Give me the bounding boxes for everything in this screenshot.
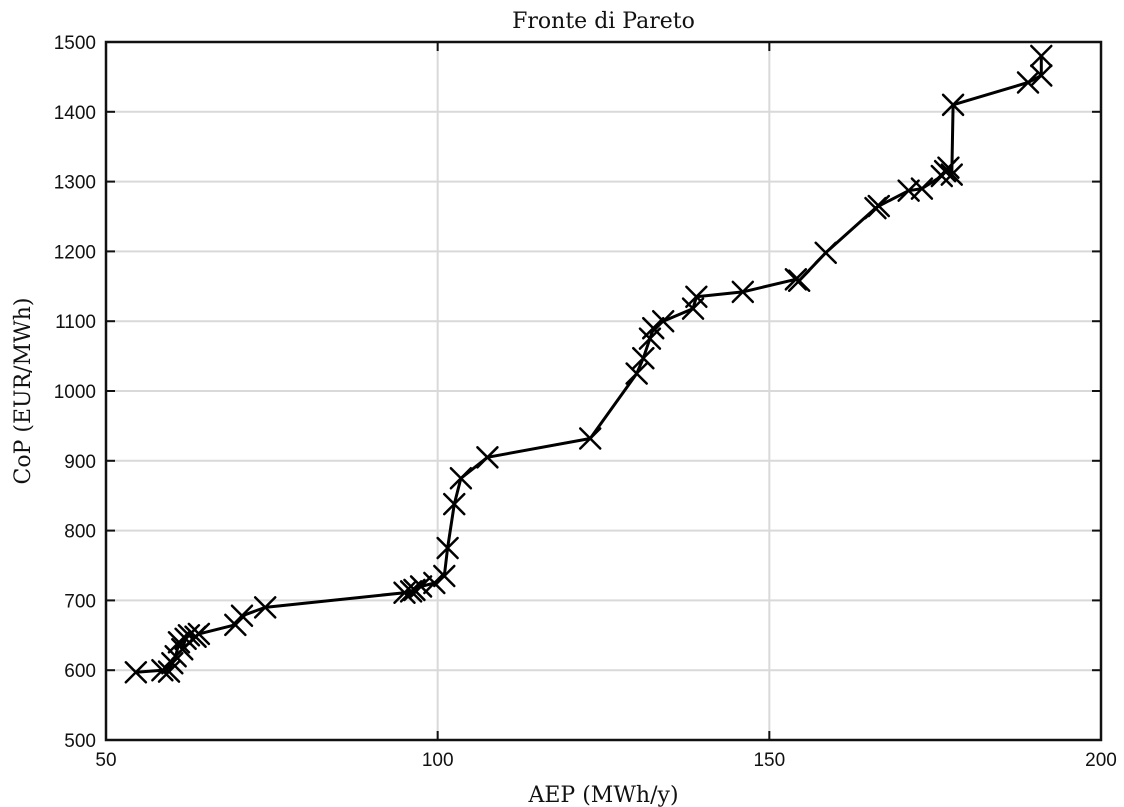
x-tick-label: 200: [1085, 750, 1117, 771]
data-point-marker: [937, 156, 960, 179]
data-point-marker: [1016, 71, 1040, 94]
data-point-marker: [167, 631, 191, 654]
data-point-marker: [941, 93, 965, 117]
data-point-marker: [403, 578, 426, 602]
data-point-marker: [423, 571, 446, 595]
data-point-marker: [940, 163, 963, 186]
y-tick-label: 600: [64, 661, 96, 682]
y-tick-label: 1400: [54, 103, 96, 124]
x-axis-label: AEP (MWh/y): [527, 783, 678, 807]
data-point-marker: [681, 297, 705, 320]
data-point-marker: [651, 309, 675, 333]
data-point-marker: [253, 596, 277, 619]
data-point-marker: [685, 285, 708, 309]
y-tick-label: 700: [64, 591, 96, 612]
y-tick-label: 1300: [54, 173, 96, 194]
y-tick-label: 1500: [54, 33, 96, 54]
data-point-marker: [910, 177, 934, 200]
data-point-marker: [897, 179, 920, 202]
data-point-marker: [642, 316, 665, 340]
data-point-marker: [449, 467, 473, 490]
y-tick-label: 1000: [54, 382, 96, 403]
x-tick-label: 50: [95, 750, 116, 771]
y-tick-label: 800: [64, 522, 96, 543]
y-axis-label: CoP (EUR/MWh): [11, 298, 36, 485]
data-point-marker: [1030, 64, 1053, 87]
data-point-marker: [867, 194, 891, 218]
y-tick-label: 500: [64, 731, 96, 752]
y-tick-label: 900: [64, 452, 96, 473]
data-point-marker: [1030, 44, 1053, 68]
chart-title: Fronte di Pareto: [512, 9, 695, 34]
data-point-marker: [814, 241, 837, 265]
data-point-marker: [731, 280, 755, 304]
x-tick-label: 150: [753, 750, 785, 771]
series-line: [135, 56, 1043, 674]
ticks: [105, 41, 1102, 741]
data-point-marker: [632, 346, 655, 370]
x-tick-label: 100: [422, 750, 454, 771]
data-point-marker: [433, 564, 456, 588]
data-point-marker: [784, 268, 808, 291]
data-point-marker: [177, 624, 201, 647]
y-tick-label: 1200: [54, 242, 96, 263]
data-point-marker: [124, 661, 148, 684]
data-point-marker: [443, 492, 466, 516]
y-tick-label: 1100: [55, 312, 96, 333]
data-point-marker: [787, 269, 811, 292]
data-point-marker: [436, 536, 459, 560]
tick-labels: 50 100 150 200 500 600 700 800 900 1000 1100 1200 13…: [54, 33, 1117, 771]
data-point-marker: [161, 651, 184, 675]
data-point-marker: [409, 575, 433, 598]
data-point-marker: [476, 446, 499, 469]
data-point-marker: [187, 622, 211, 646]
series-group: [124, 44, 1053, 684]
data-point-marker: [625, 362, 648, 385]
data-point-marker: [230, 604, 254, 628]
data-point-marker: [578, 427, 602, 450]
data-point-marker: [224, 613, 247, 637]
